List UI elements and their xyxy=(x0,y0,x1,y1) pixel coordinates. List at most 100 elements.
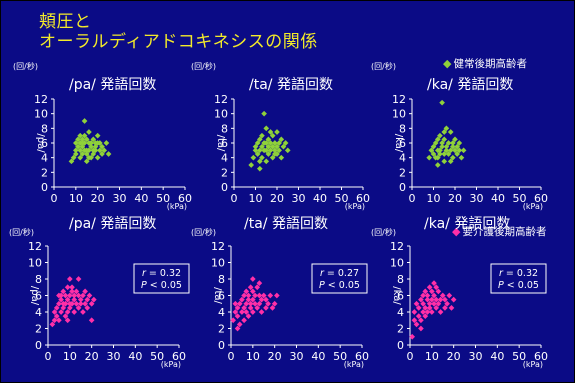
y-tick-label: 10 xyxy=(392,108,406,121)
data-point xyxy=(248,162,255,168)
data-point xyxy=(426,305,433,311)
x-unit-label: (kPa) xyxy=(161,360,181,369)
y-tick-label: 8 xyxy=(221,122,228,135)
y-tick-label: 12 xyxy=(28,240,42,253)
data-point xyxy=(411,317,418,324)
data-point xyxy=(450,140,456,146)
x-tick-label: 10 xyxy=(246,350,260,363)
data-point xyxy=(88,140,94,146)
x-tick-label: 0 xyxy=(407,350,414,363)
x-tick-label: 30 xyxy=(107,350,121,363)
legend-care: ◆ 要介護後期高齢者 xyxy=(452,224,546,239)
data-point xyxy=(77,147,84,154)
data-point xyxy=(447,147,454,154)
data-point xyxy=(80,309,86,315)
legend-care-label: 要介護後期高齢者 xyxy=(462,226,547,238)
x-tick-label: 0 xyxy=(51,192,58,205)
y-unit-label: (回/秒) xyxy=(371,227,396,237)
x-tick-label: 0 xyxy=(231,192,238,205)
data-point xyxy=(245,296,252,303)
y-tick-label: 12 xyxy=(34,93,48,106)
x-tick-label: 10 xyxy=(425,350,439,363)
slide-title-line2: オーラルディアドコキネシスの関係 xyxy=(39,32,318,52)
data-point xyxy=(82,300,88,307)
data-point xyxy=(441,129,448,135)
data-point xyxy=(80,292,86,299)
data-point xyxy=(86,154,92,161)
x-tick-label: 0 xyxy=(409,192,416,205)
data-point xyxy=(83,151,90,157)
data-point xyxy=(75,143,81,150)
y-tick-label: 8 xyxy=(35,273,42,286)
data-point xyxy=(73,288,80,295)
data-point xyxy=(250,288,256,295)
data-point xyxy=(269,132,276,139)
data-point xyxy=(447,158,454,165)
y-tick-label: 6 xyxy=(41,137,48,150)
stat-p: P < 0.05 xyxy=(141,280,182,291)
x-tick-label: 10 xyxy=(249,192,263,205)
data-point xyxy=(272,147,278,154)
data-point xyxy=(267,129,274,135)
data-point xyxy=(254,140,261,146)
data-point xyxy=(429,309,435,315)
data-point xyxy=(458,154,465,161)
x-tick-label: 60 xyxy=(356,192,370,205)
data-point xyxy=(81,132,88,139)
y-tick-label: 6 xyxy=(221,137,228,150)
data-point xyxy=(75,292,82,299)
x-tick-label: 0 xyxy=(45,350,52,363)
y-tick-label: 12 xyxy=(214,93,228,106)
y-tick-label: 8 xyxy=(397,273,404,286)
data-point xyxy=(278,154,285,161)
y-tick-label: 12 xyxy=(211,240,225,253)
data-point xyxy=(450,296,457,303)
data-point xyxy=(437,151,443,157)
data-point xyxy=(90,151,97,157)
data-point xyxy=(68,158,75,165)
data-point xyxy=(269,305,276,311)
data-point xyxy=(232,300,239,307)
y-tick-label: 2 xyxy=(399,166,406,179)
y-tick-label: 6 xyxy=(35,290,42,303)
chart-title: /ta/ 発語回数 xyxy=(249,77,333,93)
data-point xyxy=(64,296,71,303)
data-point xyxy=(86,292,93,299)
data-point xyxy=(254,305,261,311)
data-point xyxy=(79,136,86,143)
data-point xyxy=(454,143,460,150)
x-tick-label: 30 xyxy=(290,350,304,363)
data-point xyxy=(456,140,463,146)
stat-r: r = 0.32 xyxy=(499,268,538,279)
data-point xyxy=(256,300,263,307)
data-point xyxy=(418,325,424,332)
x-unit-label: (kPa) xyxy=(344,360,364,369)
data-point xyxy=(450,143,456,150)
x-tick-label: 60 xyxy=(172,350,186,363)
data-point xyxy=(445,140,452,146)
data-point xyxy=(256,147,263,154)
data-point xyxy=(245,292,252,299)
y-tick-label: 0 xyxy=(41,181,48,194)
y-tick-label: 12 xyxy=(392,93,406,106)
data-point xyxy=(263,125,270,132)
data-point xyxy=(84,305,91,311)
data-point xyxy=(435,300,442,307)
y-tick-label: 2 xyxy=(221,166,228,179)
data-point xyxy=(429,288,435,295)
y-tick-label: 8 xyxy=(218,273,225,286)
data-point xyxy=(75,305,82,311)
data-point xyxy=(71,309,78,315)
data-point xyxy=(433,305,440,311)
data-point xyxy=(90,136,97,143)
y-tick-label: 8 xyxy=(41,122,48,135)
data-point xyxy=(77,154,84,161)
data-point xyxy=(437,296,444,303)
data-point xyxy=(252,143,259,150)
pink-diamond-icon: ◆ xyxy=(452,225,461,238)
y-tick-label: 10 xyxy=(390,257,404,270)
x-unit-label: (kPa) xyxy=(523,202,543,211)
x-unit-label: (kPa) xyxy=(345,202,365,211)
data-point xyxy=(241,292,247,299)
